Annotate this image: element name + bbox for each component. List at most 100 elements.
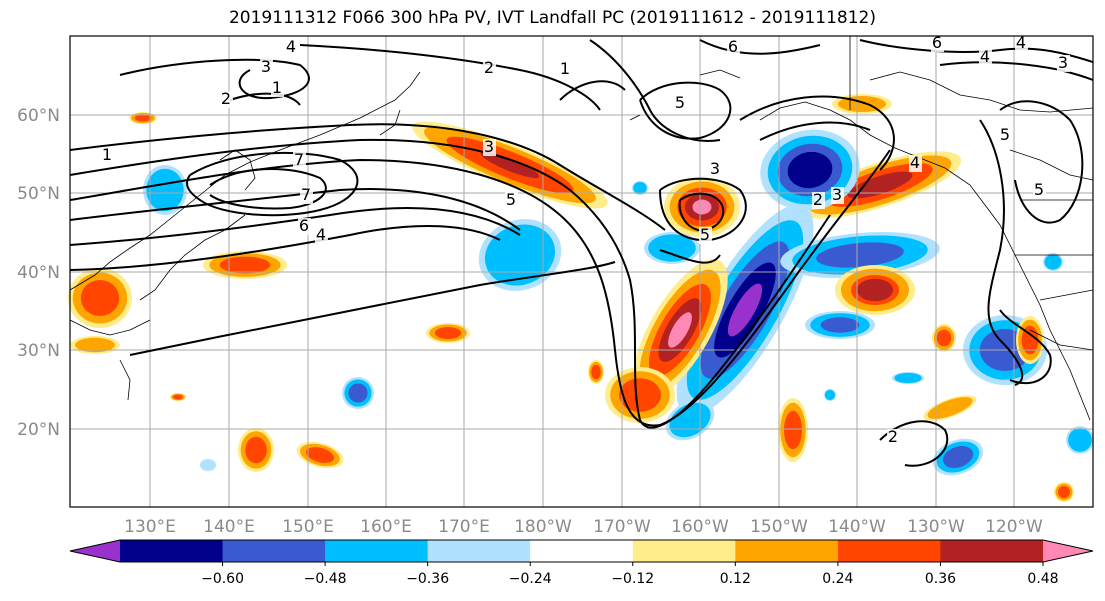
pv-contour-line [69,224,501,271]
contour-label-bg [260,59,273,76]
colorbar-bin [940,540,1044,562]
coastline-segment [759,101,986,206]
pv-contour-line [186,151,359,217]
anomaly-shading [847,171,913,199]
pv-contour-line [678,192,725,232]
contour-label-bg [1057,55,1070,72]
contour-label: 6 [299,216,309,235]
contour-label-bg [220,91,233,108]
pv-contour-line [659,177,747,242]
contour-label-bg [979,49,992,66]
contour-label-bg [887,429,900,446]
contour-label-bg [727,39,740,56]
anomaly-shading [668,312,692,348]
pv-contours [69,39,1094,467]
contour-label: 5 [1034,180,1044,199]
anomaly-shading [619,378,661,412]
contour-label-bg [1015,35,1028,52]
pv-contour-line [999,100,1084,224]
contour-label: 5 [700,225,710,244]
pv-contour-line [999,309,1052,385]
contour-label-bg [999,127,1012,144]
pv-contour-line [69,206,521,246]
anomaly-shading [824,389,836,401]
anomaly-shading [305,447,335,463]
contour-label: 2 [813,190,823,209]
pv-contour-line [299,44,601,111]
longitude-axis: 130°E 140°E 150°E 160°E 170°E 180°W 170°W 160°W… [124,517,1043,537]
map-title: 2019111312 F066 300 hPa PV, IVT Landfall… [228,8,876,28]
contour-label: 4 [316,225,326,244]
anomaly-shading [591,364,601,380]
colorbar-tick-label: 0.12 [720,571,751,587]
anomaly-shading [75,337,115,353]
anomaly-shading [1044,254,1062,270]
contour-label: 4 [1016,33,1026,52]
contour-label-bg [931,35,944,52]
anomaly-shading [857,278,893,302]
contour-label-bg [315,227,328,244]
anomaly-shading [200,459,216,471]
contour-label-bg [909,155,922,172]
colorbar-outline [69,539,1094,563]
latitude-axis: 60°N 50°N 40°N 30°N 20°N [17,106,60,440]
lon-tick-label: 130°E [124,517,176,537]
anomaly-shading [484,224,556,286]
anomaly-shading [434,327,462,339]
contour-label-bg [709,161,722,178]
contour-label-bg [1033,182,1046,199]
lon-tick-label: 180°W [514,517,572,537]
colorbar-tick-label: −0.48 [304,571,347,587]
pv-contour-line [69,188,521,231]
colorbar-extend-high [1043,540,1093,562]
anomaly-shading [648,234,696,262]
contour-label: 3 [261,57,271,76]
lon-tick-label: 120°W [985,517,1043,537]
pv-contour-line [939,61,1094,81]
contour-label-bg [831,187,844,204]
anomaly-shading [80,280,120,316]
lon-tick-label: 140°W [828,517,886,537]
anomaly-shading [219,256,271,274]
anomaly-shading [927,397,973,419]
contour-label-bg [674,95,687,112]
contour-label: 2 [888,427,898,446]
pv-contour-line [879,420,949,467]
lat-tick-label: 60°N [17,106,60,126]
contour-label: 3 [710,159,720,178]
coastline-segment [1039,289,1094,301]
anomaly-shading [894,372,922,384]
contour-label: 2 [221,89,231,108]
contour-label: 1 [560,59,570,78]
anomaly-shading [480,151,540,179]
lon-tick-label: 140°E [203,517,255,537]
contour-label: 3 [832,185,842,204]
pv-contour-line [209,167,327,210]
pv-contour-line [559,80,626,101]
contour-label-bg [812,192,825,209]
contour-label-bg [300,187,313,204]
contour-label-bg [271,80,284,97]
pv-contour-line [69,123,666,231]
colorbar-tick-label: −0.12 [611,571,654,587]
colorbar-tick-label: 0.24 [822,571,853,587]
anomaly-shading [1068,428,1092,452]
contour-label: 1 [272,78,282,97]
colorbar: −0.60 −0.48 −0.36 −0.24 −0.12 0.12 0.24 0.36 0.4… [69,539,1094,587]
contour-label: 7 [294,150,304,169]
anomaly-shading [173,394,183,400]
anomaly-shading [784,410,802,450]
contour-label-bg [505,192,518,209]
contour-label: 6 [932,33,942,52]
anomaly-shading [134,114,152,122]
colorbar-bin [632,540,736,562]
contour-label-bg [298,218,311,235]
pv-contour-line [69,149,891,427]
lon-tick-label: 170°W [593,517,651,537]
colorbar-tick-label: −0.24 [509,571,552,587]
anomaly-shading [820,317,860,333]
contour-label-bg [101,147,114,164]
pv-contour-line [739,95,895,171]
